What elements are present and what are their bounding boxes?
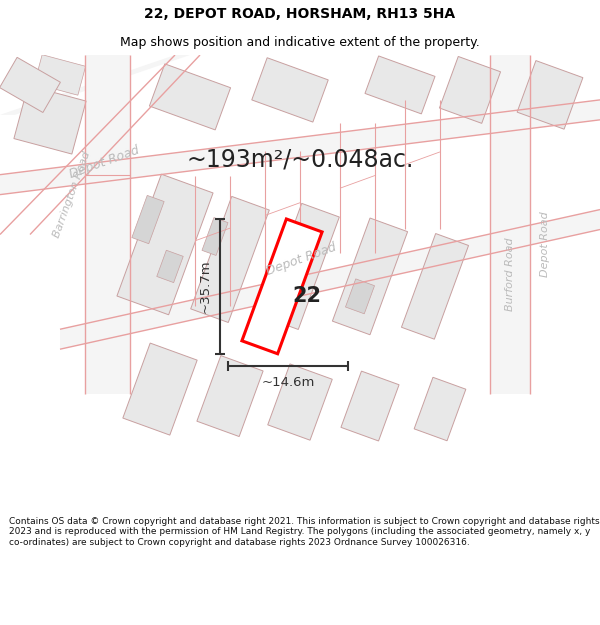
Polygon shape [260, 203, 340, 329]
Polygon shape [332, 218, 407, 335]
Text: Burford Road: Burford Road [505, 238, 515, 311]
Text: Barrington Road: Barrington Road [52, 150, 92, 239]
Text: 22, DEPOT ROAD, HORSHAM, RH13 5HA: 22, DEPOT ROAD, HORSHAM, RH13 5HA [145, 7, 455, 21]
Polygon shape [149, 64, 230, 130]
Polygon shape [157, 250, 183, 282]
Polygon shape [0, 58, 61, 112]
Polygon shape [123, 343, 197, 435]
Polygon shape [242, 219, 322, 354]
Polygon shape [132, 196, 164, 244]
Polygon shape [490, 55, 530, 394]
Polygon shape [0, 100, 600, 194]
Polygon shape [401, 234, 469, 339]
Polygon shape [341, 371, 399, 441]
Text: Depot Road: Depot Road [68, 144, 142, 181]
Polygon shape [85, 55, 130, 394]
Polygon shape [191, 196, 269, 322]
Polygon shape [34, 55, 86, 95]
Text: Contains OS data © Crown copyright and database right 2021. This information is : Contains OS data © Crown copyright and d… [9, 517, 599, 547]
Polygon shape [414, 378, 466, 441]
Polygon shape [439, 56, 500, 123]
Polygon shape [60, 209, 600, 349]
Polygon shape [14, 86, 86, 154]
Polygon shape [0, 55, 190, 115]
Polygon shape [117, 174, 213, 315]
Text: Depot Road: Depot Road [540, 212, 550, 278]
Polygon shape [517, 61, 583, 129]
Text: ~193m²/~0.048ac.: ~193m²/~0.048ac. [187, 148, 413, 172]
Polygon shape [202, 217, 228, 256]
Polygon shape [268, 364, 332, 440]
Polygon shape [365, 56, 435, 114]
Polygon shape [197, 356, 263, 436]
Text: Depot Road: Depot Road [265, 241, 338, 278]
Text: ~14.6m: ~14.6m [262, 376, 314, 389]
Polygon shape [252, 58, 328, 122]
Text: 22: 22 [293, 286, 322, 306]
Text: Map shows position and indicative extent of the property.: Map shows position and indicative extent… [120, 36, 480, 49]
Text: ~35.7m: ~35.7m [199, 259, 212, 313]
Polygon shape [346, 279, 374, 314]
